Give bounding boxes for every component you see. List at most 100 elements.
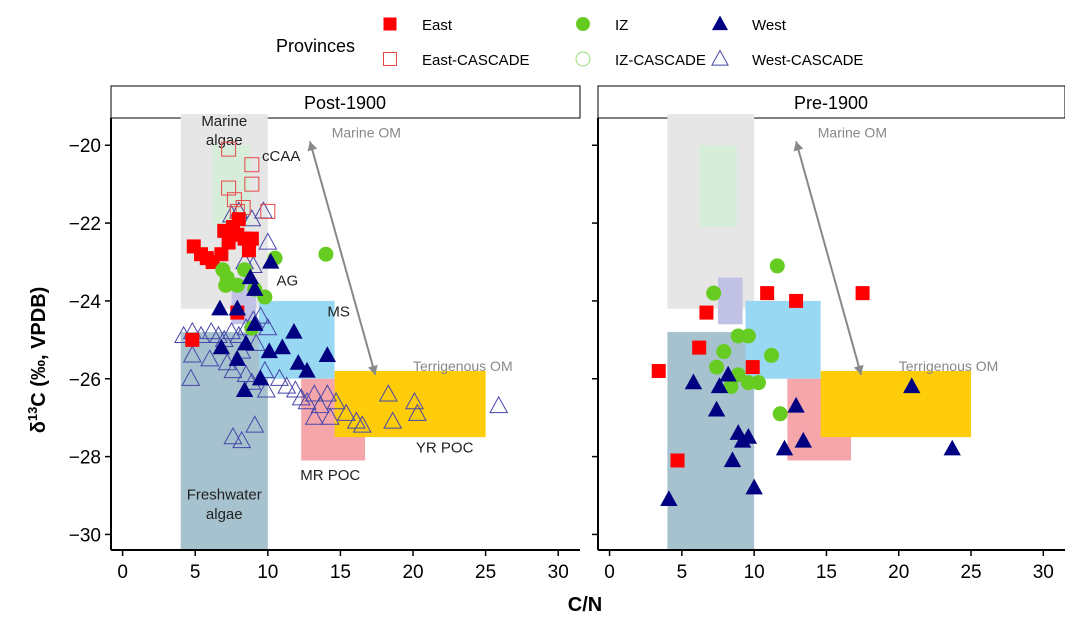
om-arrow-line xyxy=(308,141,377,376)
data-point-west_c-11 xyxy=(208,325,228,344)
x-tick-label: 20 xyxy=(402,562,423,583)
legend-title: Provinces xyxy=(276,36,355,56)
x-tick-label: 5 xyxy=(190,562,201,583)
y-tick-label: −20 xyxy=(69,136,101,157)
data-point-west_c-32 xyxy=(285,380,305,398)
data-point-west_c-4 xyxy=(258,232,278,250)
data-point-iz-1 xyxy=(769,258,785,274)
region-label-label-ms: MS xyxy=(327,303,350,320)
data-point-west-3 xyxy=(246,280,264,296)
panel-pre-1900: Marine OM Terrigenous OM 0 5 10 15 20 25 30 xyxy=(592,114,1065,583)
legend-key-east_c xyxy=(383,52,397,66)
region-yr-poc xyxy=(820,370,972,438)
legend-item-west_c: West-CASCADE xyxy=(711,49,863,69)
x-tick-label: 25 xyxy=(960,562,981,583)
x-tick-label: 25 xyxy=(475,562,496,583)
data-point-west-14 xyxy=(943,439,961,456)
data-point-west-10 xyxy=(775,439,794,456)
data-point-west_c-50 xyxy=(232,430,252,449)
data-point-west-9 xyxy=(260,342,278,359)
y-tick-label: −26 xyxy=(69,370,101,391)
data-point-west-5 xyxy=(723,451,742,468)
data-point-west-7 xyxy=(237,334,255,351)
data-point-east_c-3 xyxy=(244,176,260,192)
legend-item-east_c: East-CASCADE xyxy=(383,52,530,69)
data-point-west_c-44 xyxy=(378,384,398,402)
data-point-west-12 xyxy=(794,431,812,448)
data-point-east-11 xyxy=(230,227,245,242)
data-point-west-4 xyxy=(719,365,737,382)
region-yr-poc xyxy=(334,370,486,438)
data-point-west-4 xyxy=(262,252,280,269)
data-point-west_c-10 xyxy=(201,321,221,340)
om-arrowhead-terrigenous xyxy=(368,364,378,375)
data-point-iz-3 xyxy=(740,328,756,344)
data-point-east_c-0 xyxy=(221,141,237,157)
data-point-east-9 xyxy=(241,243,256,258)
region-freshwater-algae xyxy=(180,332,268,550)
data-point-east-10 xyxy=(214,247,229,262)
data-point-iz-4 xyxy=(218,277,234,293)
data-point-west_c-29 xyxy=(256,380,276,398)
data-point-west_c-35 xyxy=(304,384,324,402)
data-point-east_c-2 xyxy=(221,180,237,196)
annotation-terrigenous-om: Terrigenous OM xyxy=(413,358,513,374)
data-point-west_c-17 xyxy=(251,306,271,324)
legend-key-iz xyxy=(576,17,590,31)
y-tick-label: −30 xyxy=(69,525,101,546)
region-label-label-marine-algae-1: Marine xyxy=(201,113,247,130)
x-tick-label: 15 xyxy=(816,562,837,583)
region-label-label-ag: AG xyxy=(277,272,299,289)
data-point-west-15 xyxy=(235,381,254,398)
data-point-east-7 xyxy=(855,286,870,301)
legend-key-east xyxy=(383,17,397,31)
om-arrow-line xyxy=(795,141,863,376)
region-ccaa xyxy=(699,145,737,227)
data-point-west_c-23 xyxy=(246,333,266,351)
y-tick-label: −22 xyxy=(69,214,101,235)
data-point-east-14 xyxy=(185,332,200,347)
data-point-west_c-38 xyxy=(326,391,346,410)
data-point-iz-10 xyxy=(750,375,766,391)
x-tick-label: 5 xyxy=(677,562,688,583)
data-point-west_c-33 xyxy=(291,388,311,406)
data-point-east-3 xyxy=(699,305,714,320)
x-tick-label: 30 xyxy=(548,562,569,583)
data-point-west-3 xyxy=(710,377,729,394)
data-point-east-0 xyxy=(651,363,666,378)
data-point-west_c-48 xyxy=(489,395,509,414)
data-point-west-2 xyxy=(707,400,726,417)
data-point-east-6 xyxy=(789,293,804,308)
legend-label-west: West xyxy=(752,17,787,34)
data-point-west-11 xyxy=(285,322,303,339)
x-tick-label: 20 xyxy=(888,562,909,583)
data-point-west-6 xyxy=(228,350,247,366)
data-point-west_c-41 xyxy=(304,407,324,425)
legend-key-iz_c xyxy=(575,51,591,67)
annotation-terrigenous-om: Terrigenous OM xyxy=(899,358,999,374)
data-point-east_c-4 xyxy=(226,192,242,208)
legend-key-west_c xyxy=(711,49,729,66)
data-point-west-8 xyxy=(739,428,758,444)
data-point-west_c-31 xyxy=(277,376,297,394)
legend-label-iz: IZ xyxy=(615,17,628,34)
data-point-west_c-47 xyxy=(407,403,427,421)
data-point-west_c-20 xyxy=(200,349,220,367)
region-label-label-freshwater-2: algae xyxy=(206,506,243,523)
legend-item-iz_c: IZ-CASCADE xyxy=(575,51,706,69)
data-point-west_c-37 xyxy=(317,384,337,402)
om-arrowhead-terrigenous xyxy=(853,364,864,375)
region-label-label-marine-algae-2: algae xyxy=(206,132,243,149)
legend-item-west: West xyxy=(711,15,787,34)
legend: Provinces East IZ West East-CASCADE IZ-CASCA… xyxy=(276,15,863,69)
data-point-west-8 xyxy=(246,315,264,331)
om-arrowhead-marine xyxy=(793,141,804,152)
legend-item-iz: IZ xyxy=(576,17,628,34)
legend-label-east: East xyxy=(422,17,453,34)
data-point-west_c-51 xyxy=(245,415,265,433)
data-point-east-1 xyxy=(670,453,685,468)
data-point-west_c-36 xyxy=(310,395,330,414)
data-point-west-0 xyxy=(211,299,229,316)
data-point-west-11 xyxy=(787,396,805,413)
